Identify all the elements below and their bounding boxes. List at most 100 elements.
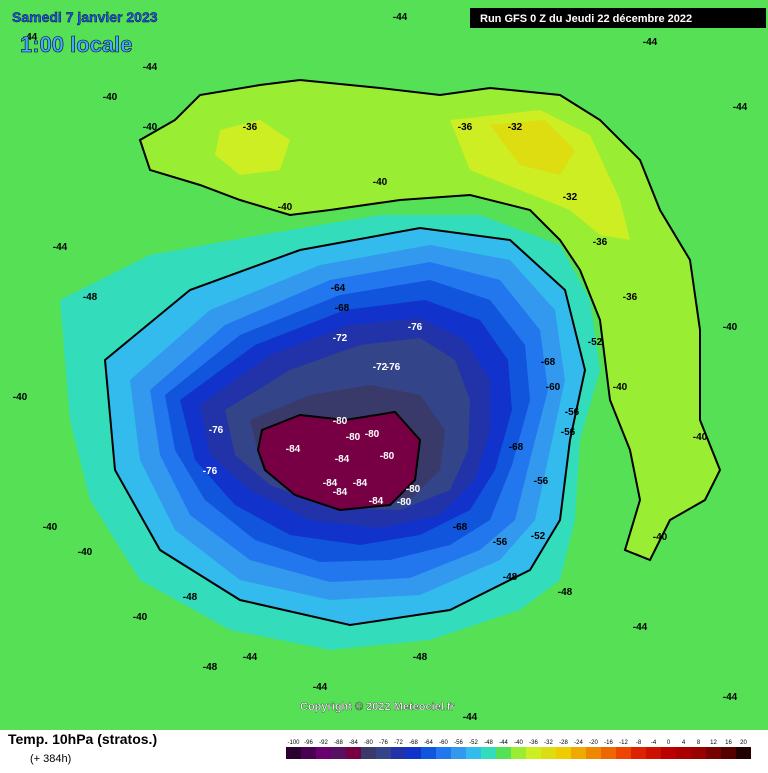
- contour-label: -80: [380, 451, 395, 462]
- contour-label: -40: [693, 432, 708, 443]
- contour-label: -36: [458, 122, 473, 133]
- contour-label: -40: [13, 392, 28, 403]
- contour-label: -40: [143, 122, 158, 133]
- run-box: [470, 8, 766, 28]
- contour-label: -80: [406, 484, 421, 495]
- contour-label: -68: [541, 357, 556, 368]
- scale-swatch: [721, 747, 736, 759]
- copyright: Copyright © 2022 Meteociel.fr: [300, 701, 456, 713]
- contour-label: -80: [365, 429, 380, 440]
- scale-label: 0: [667, 740, 671, 746]
- scale-swatch: [571, 747, 586, 759]
- contour-label: -40: [43, 522, 58, 533]
- scale-label: -4: [651, 740, 657, 746]
- scale-label: -88: [334, 740, 343, 746]
- contour-label: -68: [335, 303, 350, 314]
- contour-label: -80: [333, 416, 348, 427]
- contour-label: -76: [408, 322, 423, 333]
- scale-label: -28: [559, 740, 568, 746]
- scale-label: -20: [589, 740, 598, 746]
- footer-title: Temp. 10hPa (stratos.): [8, 731, 157, 747]
- scale-swatch: [391, 747, 406, 759]
- scale-label: -44: [499, 740, 508, 746]
- scale-swatch: [331, 747, 346, 759]
- contour-label: -56: [565, 407, 580, 418]
- contour-label: -44: [23, 32, 38, 43]
- contour-label: -52: [588, 337, 603, 348]
- scale-label: -56: [454, 740, 463, 746]
- contour-label: -84: [353, 478, 368, 489]
- contour-label: -40: [653, 532, 668, 543]
- scale-swatch: [646, 747, 661, 759]
- contour-label: -48: [503, 572, 518, 583]
- contour-label: -68: [509, 442, 524, 453]
- date: Samedi 7 janvier 2023: [12, 9, 158, 25]
- scale-swatch: [601, 747, 616, 759]
- contour-label: -72: [333, 333, 348, 344]
- contour-label: -36: [593, 237, 608, 248]
- scale-swatch: [586, 747, 601, 759]
- scale-swatch: [556, 747, 571, 759]
- contour-label: -84: [333, 487, 348, 498]
- region-84: [256, 410, 422, 512]
- scale-swatch: [286, 747, 301, 759]
- scale-label: 12: [710, 740, 717, 746]
- scale-label: 8: [697, 740, 701, 746]
- contour-label: -84: [369, 496, 384, 507]
- scale-label: -92: [319, 740, 328, 746]
- contour-label: -44: [243, 652, 258, 663]
- scale-swatch: [511, 747, 526, 759]
- scale-swatch: [361, 747, 376, 759]
- contour-label: -40: [278, 202, 293, 213]
- map-labels: -84 -84-84-84-84-84-80 -80-80-80-80-80-76-…: [13, 12, 748, 723]
- scale-label: -32: [544, 740, 553, 746]
- scale-label: -96: [304, 740, 313, 746]
- contour-label: -76: [386, 362, 401, 373]
- scale-swatch: [691, 747, 706, 759]
- scale-label: -40: [514, 740, 523, 746]
- scale-swatch: [436, 747, 451, 759]
- scale-label: -72: [394, 740, 403, 746]
- scale-swatch: [346, 747, 361, 759]
- region-36: [450, 110, 630, 240]
- region-32: [490, 120, 575, 175]
- scale-label: -84: [349, 740, 358, 746]
- contour-label: -40: [133, 612, 148, 623]
- contour-label: -48: [183, 592, 198, 603]
- contour-label: -76: [203, 466, 218, 477]
- scale-swatch: [526, 747, 541, 759]
- scale-swatch: [301, 747, 316, 759]
- scale-label: -16: [604, 740, 613, 746]
- contour-label: -72: [373, 362, 388, 373]
- scale-label: 4: [682, 740, 686, 746]
- scale-label: 16: [725, 740, 732, 746]
- contour-label: -40: [78, 547, 93, 558]
- contour-label: -44: [633, 622, 648, 633]
- scale-swatch: [496, 747, 511, 759]
- scale-swatch: [316, 747, 331, 759]
- contour-label: -40: [103, 92, 118, 103]
- scale-label: -12: [619, 740, 628, 746]
- scale-label: -60: [439, 740, 448, 746]
- scale-swatch: [676, 747, 691, 759]
- footer-lead: (+ 384h): [30, 753, 71, 765]
- scale-swatch: [406, 747, 421, 759]
- contour-label: -60: [546, 382, 561, 393]
- scale-swatch: [376, 747, 391, 759]
- contour-label: -52: [531, 531, 546, 542]
- scale-swatch: [736, 747, 751, 759]
- run: Run GFS 0 Z du Jeudi 22 décembre 2022: [480, 13, 692, 25]
- scale-swatch: [631, 747, 646, 759]
- contour-label: -80: [346, 432, 361, 443]
- scale-label: -64: [424, 740, 433, 746]
- contour-label: -48: [558, 587, 573, 598]
- contour-label: -32: [563, 192, 578, 203]
- contour-label: -48: [83, 292, 98, 303]
- contour-label: -64: [331, 283, 346, 294]
- scale-label: -48: [484, 740, 493, 746]
- region-36: [215, 120, 290, 175]
- scale-swatch: [616, 747, 631, 759]
- contour-label: -44: [53, 242, 68, 253]
- scale-swatch: [661, 747, 676, 759]
